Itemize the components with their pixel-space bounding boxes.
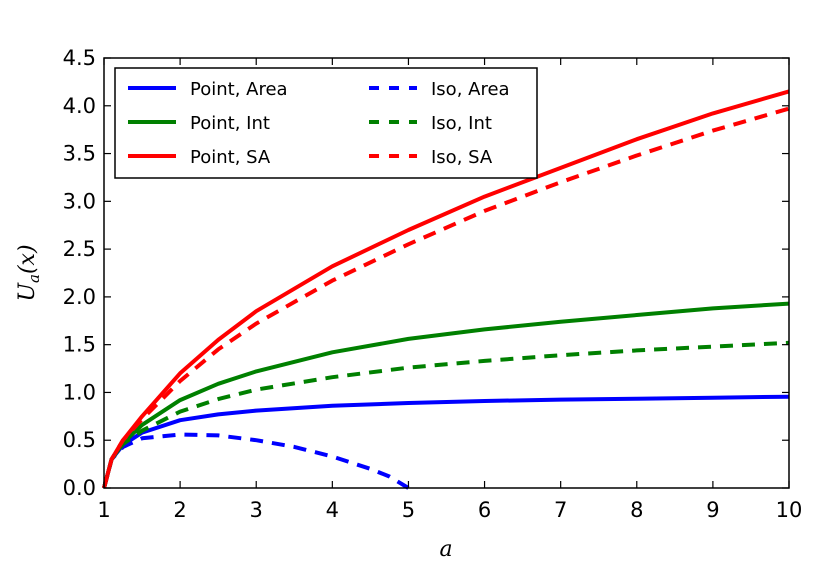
y-axis-label-main: U bbox=[15, 282, 40, 302]
series-line-point-sa bbox=[102, 89, 790, 489]
x-tick-label: 2 bbox=[173, 498, 186, 522]
legend-box bbox=[114, 67, 538, 179]
x-tick-label: 9 bbox=[706, 498, 719, 522]
legend-label-point-int: Point, Int bbox=[190, 113, 270, 134]
legend-label-iso-sa: Iso, SA bbox=[431, 147, 493, 168]
legend: Point, Area Point, Int Point, SA Iso, Area I… bbox=[114, 67, 538, 179]
x-axis: 1 2 3 4 5 6 7 8 9 10 bbox=[97, 58, 802, 522]
x-tick-label: 3 bbox=[250, 498, 263, 522]
series-line-iso-sa bbox=[102, 106, 790, 489]
y-tick-label: 0.0 bbox=[63, 476, 96, 500]
y-axis-label-arg: (x) bbox=[15, 244, 40, 274]
x-tick-label: 5 bbox=[402, 498, 415, 522]
y-tick-label: 4.5 bbox=[63, 46, 96, 70]
y-tick-label: 0.5 bbox=[63, 428, 96, 452]
legend-label-iso-area: Iso, Area bbox=[431, 79, 510, 100]
legend-label-point-area: Point, Area bbox=[190, 79, 288, 100]
x-axis-label: a bbox=[439, 537, 452, 562]
plot-frame bbox=[103, 57, 790, 489]
series-layer bbox=[102, 89, 790, 490]
series-line-iso-area bbox=[102, 432, 410, 490]
y-tick-label: 3.0 bbox=[63, 189, 96, 213]
legend-label-point-sa: Point, SA bbox=[190, 147, 271, 168]
y-axis: 0.0 0.5 1.0 1.5 2.0 2.5 3.0 3.5 4.0 4.5 bbox=[63, 46, 789, 500]
x-tick-label: 1 bbox=[97, 498, 110, 522]
series-line-iso-int bbox=[102, 340, 790, 489]
x-tick-label: 10 bbox=[776, 498, 803, 522]
x-tick-label: 7 bbox=[554, 498, 567, 522]
y-axis-label-sub: a bbox=[25, 274, 43, 283]
y-tick-label: 2.0 bbox=[63, 285, 96, 309]
x-tick-label: 8 bbox=[630, 498, 643, 522]
x-tick-label: 4 bbox=[326, 498, 339, 522]
y-tick-label: 2.5 bbox=[63, 237, 96, 261]
x-tick-label: 6 bbox=[478, 498, 491, 522]
y-tick-label: 1.0 bbox=[63, 380, 96, 404]
y-axis-label: Ua(x) bbox=[15, 244, 43, 301]
y-tick-label: 3.5 bbox=[63, 142, 96, 166]
y-tick-label: 4.0 bbox=[63, 94, 96, 118]
y-tick-label: 1.5 bbox=[63, 333, 96, 357]
svg-text:Ua(x): Ua(x) bbox=[15, 244, 43, 301]
legend-label-iso-int: Iso, Int bbox=[431, 113, 492, 134]
